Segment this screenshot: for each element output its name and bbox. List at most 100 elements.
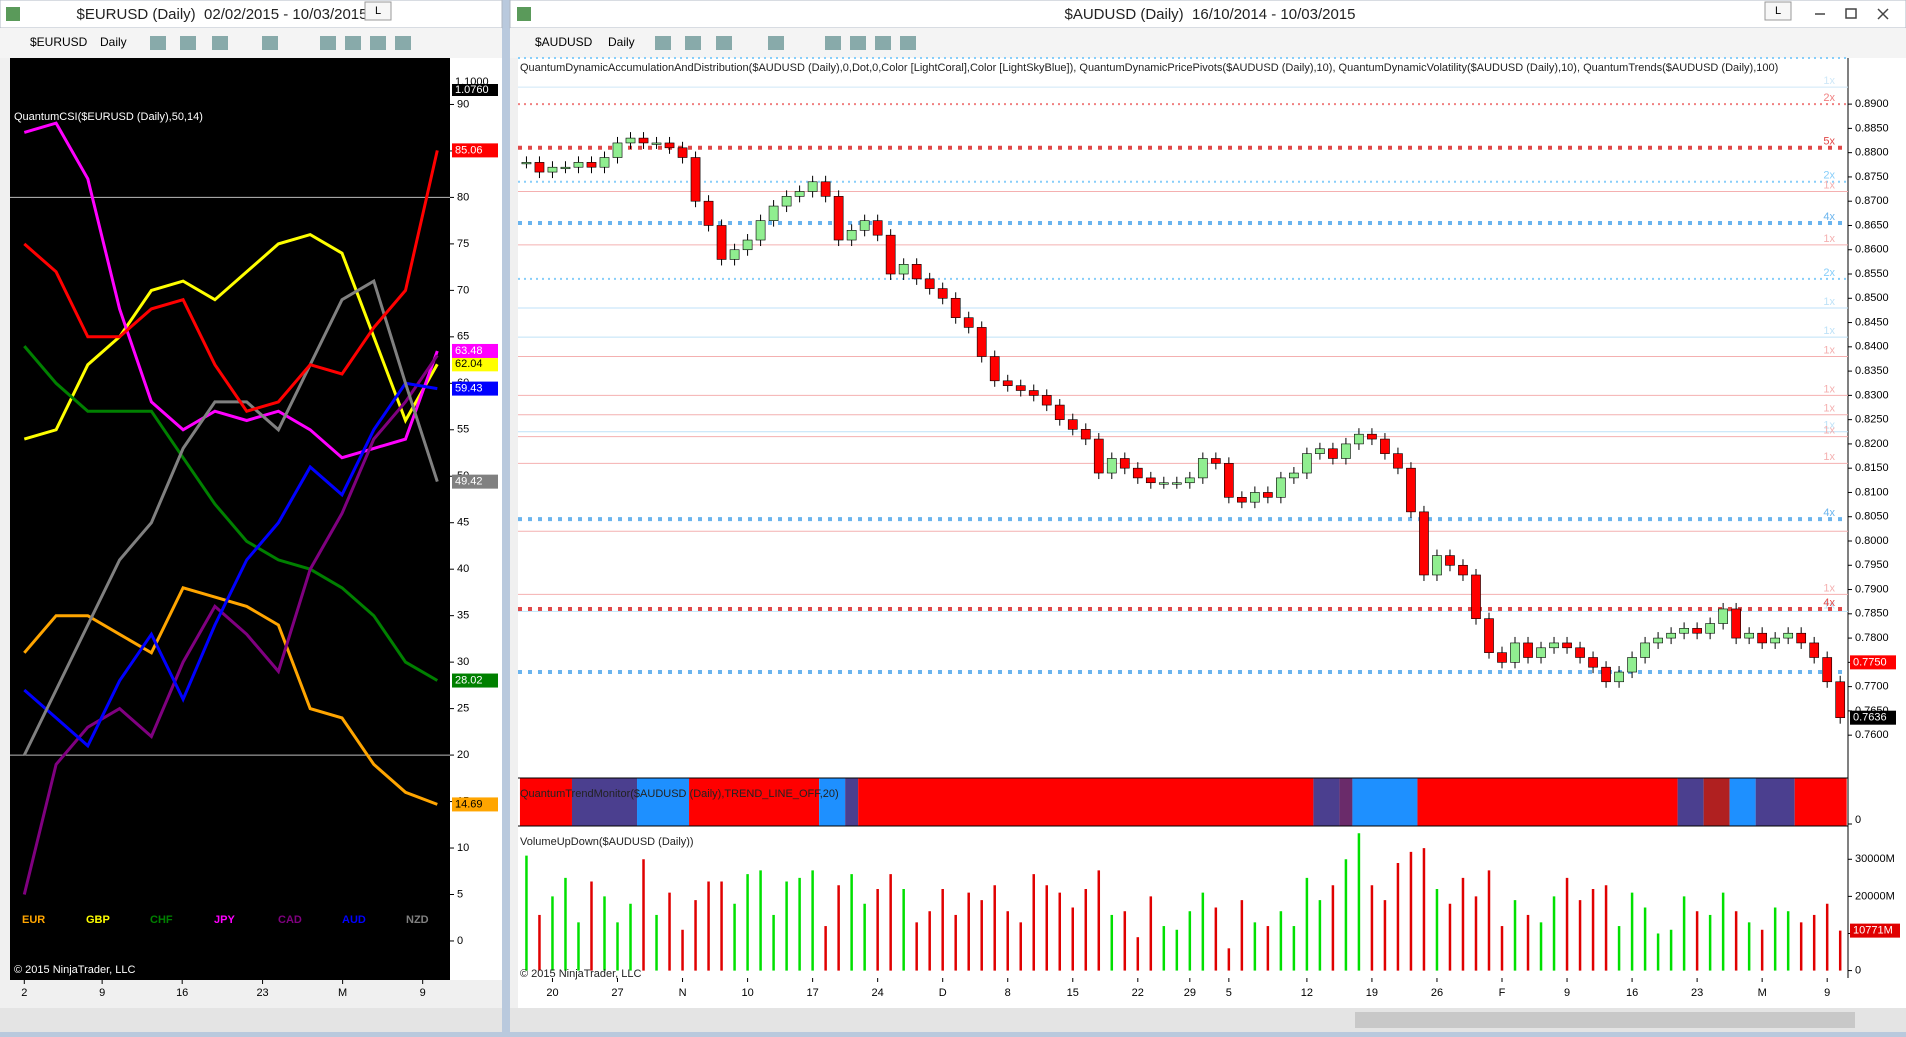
tool-icon[interactable] xyxy=(180,36,196,50)
candle xyxy=(1484,618,1494,653)
series-line xyxy=(23,150,439,413)
tool-icon[interactable] xyxy=(345,36,361,50)
candle xyxy=(807,181,818,192)
candle xyxy=(742,239,753,251)
candle xyxy=(1119,458,1130,469)
interval[interactable]: Daily xyxy=(608,35,635,49)
tool-icon[interactable] xyxy=(685,36,701,50)
toolbar-icons[interactable] xyxy=(655,36,916,50)
level-label: 1x xyxy=(1823,599,1835,611)
candle xyxy=(833,196,844,241)
csi-plot xyxy=(10,58,450,980)
candle xyxy=(1093,438,1104,474)
level-label: 1x xyxy=(1823,420,1835,432)
candle xyxy=(1145,477,1156,484)
y-tick-label: 20000M xyxy=(1855,890,1895,902)
x-tick-label: 17 xyxy=(806,987,818,999)
last-price-label-box xyxy=(1850,710,1896,725)
close[interactable] xyxy=(1877,8,1889,20)
candle xyxy=(1666,632,1676,639)
tool-icon[interactable] xyxy=(655,36,671,50)
last-value-label-box xyxy=(452,143,498,158)
x-tick-label: 29 xyxy=(1184,987,1196,999)
last-value-label-box xyxy=(452,474,498,489)
x-tick-label: 12 xyxy=(1301,987,1313,999)
tool-icon[interactable] xyxy=(716,36,732,50)
level-label: 4x xyxy=(1823,507,1835,519)
candle xyxy=(1419,511,1429,576)
copyright: © 2015 NinjaTrader, LLC xyxy=(520,968,641,980)
last-value-label-box xyxy=(452,381,498,396)
y-tick-label: 0.7950 xyxy=(1855,559,1889,571)
x-tick-label: 27 xyxy=(611,987,623,999)
trend-segment xyxy=(819,778,846,826)
instrument[interactable]: $EURUSD xyxy=(30,35,88,49)
candle xyxy=(664,142,675,149)
x-tick-label: 2 xyxy=(21,987,27,999)
candle xyxy=(1184,477,1195,484)
last-value-label: 14.69 xyxy=(455,798,483,810)
tool-icon[interactable] xyxy=(768,36,784,50)
candle xyxy=(846,230,857,241)
indicator-label: QuantumDynamicAccumulationAndDistributio… xyxy=(520,62,1778,74)
candle xyxy=(677,147,688,158)
y-tick-label: 30000M xyxy=(1855,853,1895,865)
charts: 0510152025303540455055606570758085902916… xyxy=(10,57,1900,999)
link-button[interactable] xyxy=(364,1,392,21)
link-button-label[interactable]: L xyxy=(1775,5,1781,17)
tool-icon[interactable] xyxy=(900,36,916,50)
maximize[interactable] xyxy=(1845,8,1857,19)
x-tick-label: 10 xyxy=(741,987,753,999)
level-label: 1x xyxy=(1823,296,1835,308)
candle xyxy=(1367,433,1377,440)
x-tick-label: 9 xyxy=(1564,987,1570,999)
tool-icon[interactable] xyxy=(150,36,166,50)
tool-icon[interactable] xyxy=(262,36,278,50)
y-tick-label: 0.7600 xyxy=(1855,729,1889,741)
candle xyxy=(560,166,571,170)
tool-icon[interactable] xyxy=(370,36,386,50)
interval[interactable]: Daily xyxy=(100,35,127,49)
link-button[interactable] xyxy=(1764,1,1792,21)
y-tick-label: 0.8300 xyxy=(1855,389,1889,401)
trend-segment xyxy=(1677,778,1704,826)
level-label: 1x xyxy=(1823,344,1835,356)
trend-segment xyxy=(1703,778,1730,826)
y-tick-label: 0.7900 xyxy=(1855,583,1889,595)
candle xyxy=(1041,395,1052,406)
candle xyxy=(1640,642,1650,658)
y-tick-label: 80 xyxy=(457,191,469,203)
tool-icon[interactable] xyxy=(850,36,866,50)
tool-icon[interactable] xyxy=(875,36,891,50)
x-tick-label: 26 xyxy=(1431,987,1443,999)
app-icon xyxy=(517,7,531,21)
scroll-thumb[interactable] xyxy=(1355,1012,1855,1028)
y-tick-label: 35 xyxy=(457,610,469,622)
y-tick-label: 25 xyxy=(457,703,469,715)
instrument[interactable]: $AUDUSD xyxy=(535,35,593,49)
y-tick-label: 0.8150 xyxy=(1855,462,1889,474)
tool-icon[interactable] xyxy=(395,36,411,50)
candle xyxy=(755,220,766,241)
candle xyxy=(1237,497,1247,503)
last-value-label-box xyxy=(452,797,498,812)
tool-icon[interactable] xyxy=(825,36,841,50)
last-price-label: 0.7636 xyxy=(1853,712,1887,724)
last-value-label: 63.48 xyxy=(455,345,483,357)
candle xyxy=(1653,637,1663,644)
tool-icon[interactable] xyxy=(212,36,228,50)
x-tick-label: 19 xyxy=(1366,987,1378,999)
candle xyxy=(1601,666,1611,683)
window-controls[interactable] xyxy=(1815,8,1889,20)
toolbar-icons[interactable] xyxy=(150,36,411,50)
scroll-area[interactable] xyxy=(0,1008,502,1032)
y-tick-label: 0.8400 xyxy=(1855,341,1889,353)
last-volume-label-box xyxy=(1850,923,1900,938)
app-icon xyxy=(6,7,20,21)
tool-icon[interactable] xyxy=(320,36,336,50)
trend-segment xyxy=(1729,778,1756,826)
x-tick-label: 9 xyxy=(1824,987,1830,999)
link-button-label[interactable]: L xyxy=(375,5,381,17)
